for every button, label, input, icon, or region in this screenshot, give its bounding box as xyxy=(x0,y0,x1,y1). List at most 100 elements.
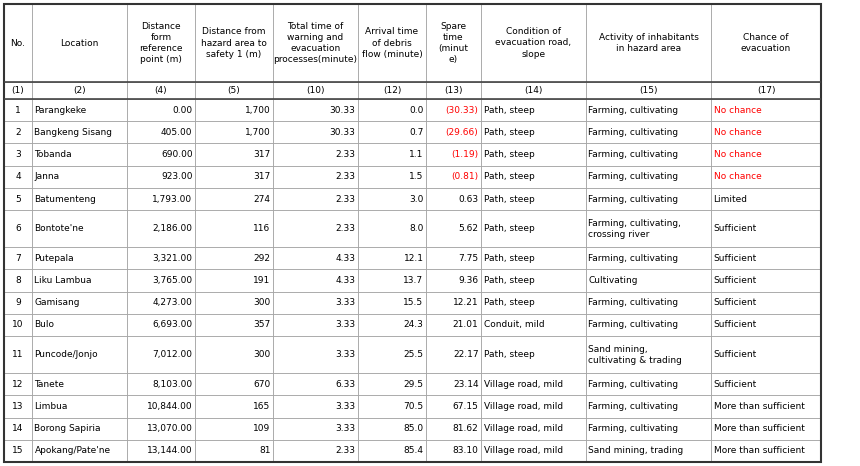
Bar xyxy=(4,395,32,418)
Bar xyxy=(711,440,821,462)
Bar xyxy=(32,373,127,395)
Text: 165: 165 xyxy=(253,402,271,411)
Text: 690.00: 690.00 xyxy=(161,150,193,159)
Text: (13): (13) xyxy=(445,86,463,95)
Text: 3: 3 xyxy=(15,150,21,159)
Text: Sufficient: Sufficient xyxy=(714,321,757,329)
Bar xyxy=(273,314,358,336)
Text: Path, steep: Path, steep xyxy=(483,106,534,115)
Bar xyxy=(273,4,358,82)
Bar xyxy=(426,4,481,82)
Text: 923.00: 923.00 xyxy=(161,172,193,181)
Bar xyxy=(586,314,711,336)
Text: 4,273.00: 4,273.00 xyxy=(152,298,193,307)
Bar xyxy=(273,292,358,314)
Bar xyxy=(426,247,481,269)
Text: Farming, cultivating: Farming, cultivating xyxy=(588,380,679,389)
Bar xyxy=(586,99,711,121)
Text: Chance of
evacuation: Chance of evacuation xyxy=(740,33,791,53)
Text: 292: 292 xyxy=(254,254,271,263)
Bar xyxy=(358,4,426,82)
Bar xyxy=(4,314,32,336)
Bar xyxy=(711,395,821,418)
Bar xyxy=(273,144,358,166)
Text: 12.21: 12.21 xyxy=(453,298,478,307)
Text: 109: 109 xyxy=(253,424,271,433)
Bar xyxy=(711,99,821,121)
Text: Farming, cultivating: Farming, cultivating xyxy=(588,128,679,137)
Text: 4: 4 xyxy=(15,172,21,181)
Bar xyxy=(586,4,711,82)
Text: 23.14: 23.14 xyxy=(453,380,478,389)
Text: 9.36: 9.36 xyxy=(458,276,478,285)
Text: Bangkeng Sisang: Bangkeng Sisang xyxy=(34,128,113,137)
Text: Farming, cultivating: Farming, cultivating xyxy=(588,298,679,307)
Text: 300: 300 xyxy=(253,350,271,359)
Bar xyxy=(195,121,273,144)
Text: 8: 8 xyxy=(15,276,21,285)
Text: Spare
time
(minut
e): Spare time (minut e) xyxy=(439,22,469,64)
Text: No.: No. xyxy=(10,39,26,48)
Bar xyxy=(4,269,32,292)
Bar xyxy=(127,99,195,121)
Text: 25.5: 25.5 xyxy=(403,350,423,359)
Text: Cultivating: Cultivating xyxy=(588,276,638,285)
Bar xyxy=(586,336,711,373)
Bar xyxy=(426,314,481,336)
Bar xyxy=(358,373,426,395)
Text: 13,070.00: 13,070.00 xyxy=(146,424,193,433)
Bar xyxy=(481,440,586,462)
Text: 0.00: 0.00 xyxy=(172,106,193,115)
Text: 7.75: 7.75 xyxy=(458,254,478,263)
Bar xyxy=(586,292,711,314)
Bar xyxy=(195,82,273,99)
Text: 405.00: 405.00 xyxy=(161,128,193,137)
Text: Path, steep: Path, steep xyxy=(483,172,534,181)
Text: 6: 6 xyxy=(15,224,21,233)
Text: Tobanda: Tobanda xyxy=(34,150,72,159)
Bar xyxy=(481,247,586,269)
Text: 2.33: 2.33 xyxy=(335,446,355,455)
Text: 3.33: 3.33 xyxy=(335,424,355,433)
Text: Sufficient: Sufficient xyxy=(714,224,757,233)
Text: 10,844.00: 10,844.00 xyxy=(147,402,193,411)
Text: 4.33: 4.33 xyxy=(335,276,355,285)
Text: Farming, cultivating: Farming, cultivating xyxy=(588,106,679,115)
Text: 67.15: 67.15 xyxy=(452,402,478,411)
Bar xyxy=(4,99,32,121)
Text: Borong Sapiria: Borong Sapiria xyxy=(34,424,101,433)
Text: More than sufficient: More than sufficient xyxy=(714,446,804,455)
Text: (2): (2) xyxy=(73,86,86,95)
Bar xyxy=(711,314,821,336)
Bar xyxy=(358,314,426,336)
Text: 81.62: 81.62 xyxy=(452,424,478,433)
Bar xyxy=(426,395,481,418)
Bar xyxy=(586,188,711,210)
Bar xyxy=(358,269,426,292)
Text: Village road, mild: Village road, mild xyxy=(483,446,562,455)
Bar xyxy=(273,99,358,121)
Bar xyxy=(127,292,195,314)
Bar xyxy=(4,82,32,99)
Text: 274: 274 xyxy=(254,194,271,204)
Text: More than sufficient: More than sufficient xyxy=(714,402,804,411)
Bar xyxy=(273,82,358,99)
Text: 0.0: 0.0 xyxy=(409,106,423,115)
Bar xyxy=(586,418,711,440)
Bar xyxy=(273,395,358,418)
Text: 81: 81 xyxy=(259,446,271,455)
Bar xyxy=(481,292,586,314)
Text: Farming, cultivating: Farming, cultivating xyxy=(588,194,679,204)
Text: Conduit, mild: Conduit, mild xyxy=(483,321,544,329)
Bar xyxy=(711,269,821,292)
Text: No chance: No chance xyxy=(714,106,761,115)
Bar xyxy=(358,440,426,462)
Text: Path, steep: Path, steep xyxy=(483,276,534,285)
Text: Sufficient: Sufficient xyxy=(714,276,757,285)
Text: Liku Lambua: Liku Lambua xyxy=(34,276,92,285)
Bar xyxy=(426,188,481,210)
Bar xyxy=(586,373,711,395)
Bar xyxy=(4,247,32,269)
Text: (14): (14) xyxy=(525,86,543,95)
Bar xyxy=(273,336,358,373)
